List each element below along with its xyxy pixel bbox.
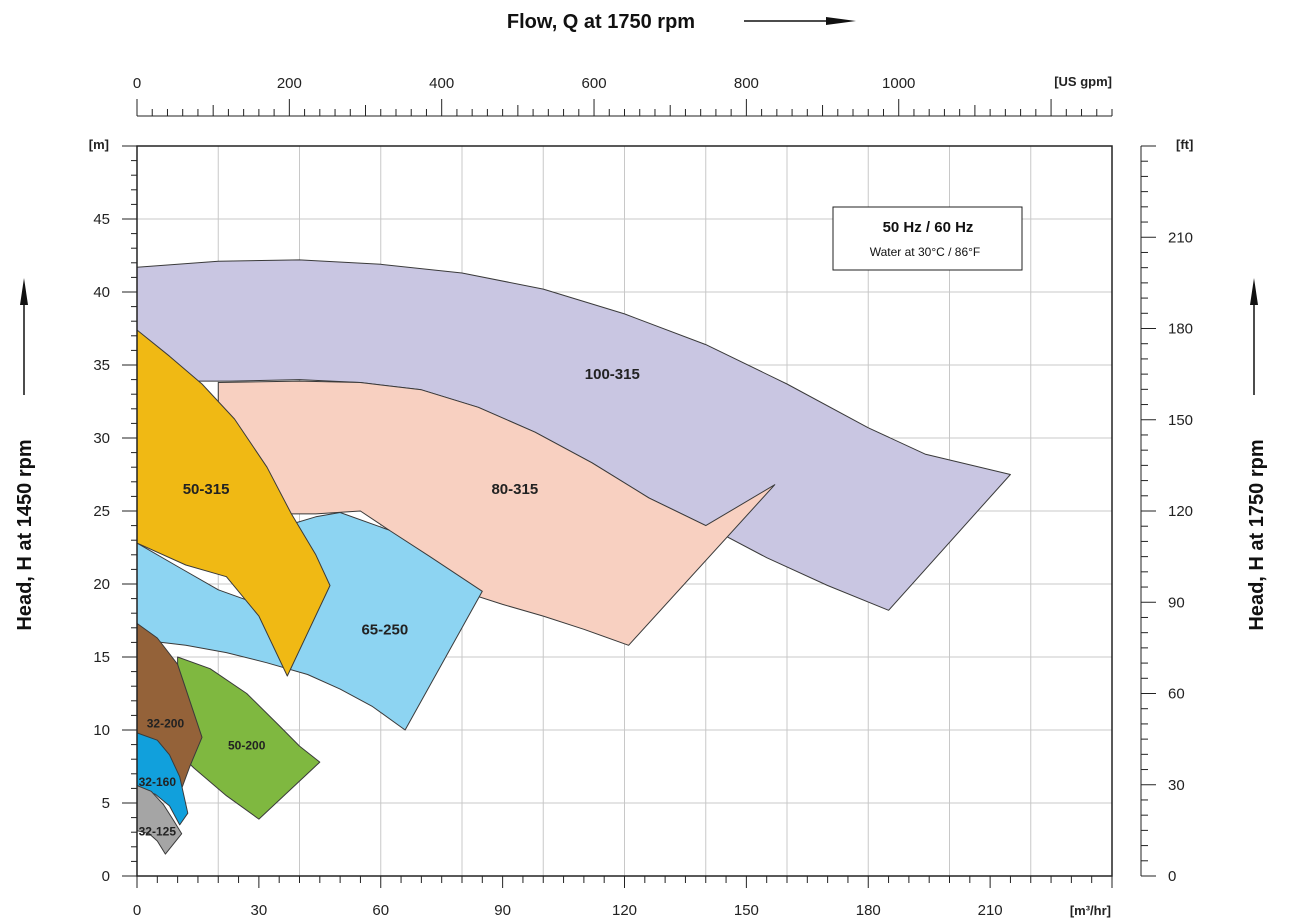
top-tick-label: 200 — [277, 75, 302, 92]
pump-region-label-32-125: 32-125 — [139, 825, 177, 839]
right-axis-unit: [ft] — [1176, 137, 1193, 152]
x-axis-unit: [m³/hr] — [1070, 903, 1111, 918]
pump-region-label-50-200: 50-200 — [228, 739, 266, 753]
right-tick-label: 0 — [1168, 868, 1176, 885]
right-tick-label: 30 — [1168, 777, 1185, 794]
pump-region-32-125 — [136, 785, 183, 855]
top-tick-label: 0 — [133, 75, 141, 92]
pump-region-label-100-315: 100-315 — [585, 366, 640, 383]
top-tick-label: 800 — [734, 75, 759, 92]
y-axis-unit: [m] — [89, 137, 109, 152]
right-tick-label: 60 — [1168, 686, 1185, 703]
x-tick-label: 60 — [372, 902, 389, 919]
pump-region-80-315 — [217, 380, 776, 646]
y-tick-label: 10 — [93, 722, 110, 739]
y-tick-label: 35 — [93, 357, 110, 374]
top-tick-label: 1000 — [882, 75, 915, 92]
y-tick-label: 0 — [102, 868, 110, 885]
y-tick-label: 45 — [93, 211, 110, 228]
pump-region-label-32-200: 32-200 — [147, 717, 185, 731]
y-tick-label: 20 — [93, 576, 110, 593]
y-axis-arrow-head — [20, 278, 28, 305]
legend-title: 50 Hz / 60 Hz — [883, 219, 974, 236]
y2-axis-title: Head, H at 1750 rpm — [1246, 439, 1268, 630]
pump-region-label-50-315: 50-315 — [183, 481, 230, 498]
right-tick-label: 120 — [1168, 503, 1193, 520]
top-axis-unit: [US gpm] — [1054, 74, 1112, 89]
title-arrow-head — [826, 17, 856, 25]
y-tick-label: 5 — [102, 795, 110, 812]
chart-title: Flow, Q at 1750 rpm — [507, 11, 695, 33]
x-tick-label: 0 — [133, 902, 141, 919]
pump-region-label-80-315: 80-315 — [491, 481, 538, 498]
plot-layer: 100-315 80-315 65-250 50-315 50-200 32-200 32-… — [14, 11, 1268, 919]
x-tick-label: 180 — [856, 902, 881, 919]
pump-region-50-315 — [136, 329, 331, 677]
x-tick-label: 30 — [251, 902, 268, 919]
y-axis-title: Head, H at 1450 rpm — [14, 439, 36, 630]
pump-region-label-32-160: 32-160 — [139, 775, 177, 789]
y-tick-label: 40 — [93, 284, 110, 301]
legend-box — [832, 206, 1023, 271]
y2-axis-arrow-head — [1250, 278, 1258, 305]
top-tick-label: 600 — [582, 75, 607, 92]
y-tick-label: 15 — [93, 649, 110, 666]
x-tick-label: 120 — [612, 902, 637, 919]
right-tick-label: 180 — [1168, 321, 1193, 338]
x-tick-label: 90 — [494, 902, 511, 919]
x-tick-label: 210 — [978, 902, 1003, 919]
legend-subtitle: Water at 30°C / 86°F — [870, 245, 981, 259]
pump-region-label-65-250: 65-250 — [361, 621, 408, 638]
right-tick-label: 150 — [1168, 412, 1193, 429]
y-tick-label: 25 — [93, 503, 110, 520]
top-tick-label: 400 — [429, 75, 454, 92]
right-tick-label: 90 — [1168, 594, 1185, 611]
right-tick-label: 210 — [1168, 229, 1193, 246]
x-tick-label: 150 — [734, 902, 759, 919]
y-tick-label: 30 — [93, 430, 110, 447]
